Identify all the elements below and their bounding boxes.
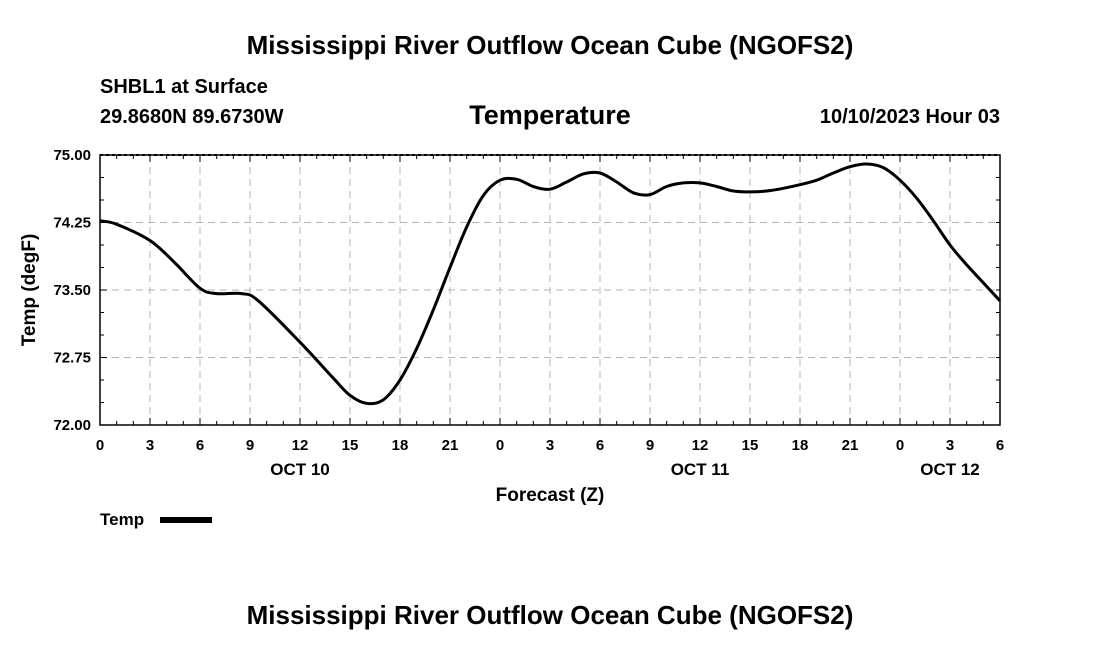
station-coordinates: 29.8680N 89.6730W (100, 106, 284, 128)
x-tick-label: 6 (196, 437, 204, 454)
x-tick-label: 6 (596, 437, 604, 454)
x-tick-label: 18 (392, 437, 409, 454)
y-tick-label: 72.75 (53, 350, 91, 367)
y-axis-label: Temp (degF) (19, 234, 40, 347)
x-tick-label: 6 (996, 437, 1004, 454)
x-tick-label: 3 (946, 437, 954, 454)
x-tick-label: 12 (692, 437, 709, 454)
x-tick-label: 0 (896, 437, 904, 454)
x-tick-label: 21 (442, 437, 459, 454)
y-tick-label: 75.00 (53, 147, 91, 164)
x-tick-label: 3 (146, 437, 154, 454)
footer-title: Mississippi River Outflow Ocean Cube (NG… (246, 600, 854, 630)
y-tick-label: 73.50 (53, 282, 91, 299)
x-tick-label: 3 (546, 437, 554, 454)
x-tick-label: 0 (496, 437, 504, 454)
x-tick-label: 21 (842, 437, 859, 454)
parameter-title: Temperature (469, 100, 631, 130)
x-tick-label: 0 (96, 437, 104, 454)
legend-label: Temp (100, 510, 144, 529)
y-tick-label: 74.25 (53, 215, 91, 232)
day-label: OCT 10 (270, 460, 330, 479)
x-tick-label: 9 (646, 437, 654, 454)
x-tick-label: 18 (792, 437, 809, 454)
x-tick-label: 9 (246, 437, 254, 454)
x-tick-label: 15 (342, 437, 359, 454)
chart-title: Mississippi River Outflow Ocean Cube (NG… (246, 30, 854, 60)
x-tick-label: 12 (292, 437, 309, 454)
station-label: SHBL1 at Surface (100, 76, 268, 98)
day-label: OCT 12 (920, 460, 980, 479)
forecast-datetime: 10/10/2023 Hour 03 (819, 106, 1000, 128)
y-tick-label: 72.00 (53, 417, 91, 434)
x-tick-label: 15 (742, 437, 759, 454)
day-label: OCT 11 (671, 460, 730, 479)
temp-series-line (99, 162, 1002, 406)
x-axis-label: Forecast (Z) (496, 485, 605, 506)
